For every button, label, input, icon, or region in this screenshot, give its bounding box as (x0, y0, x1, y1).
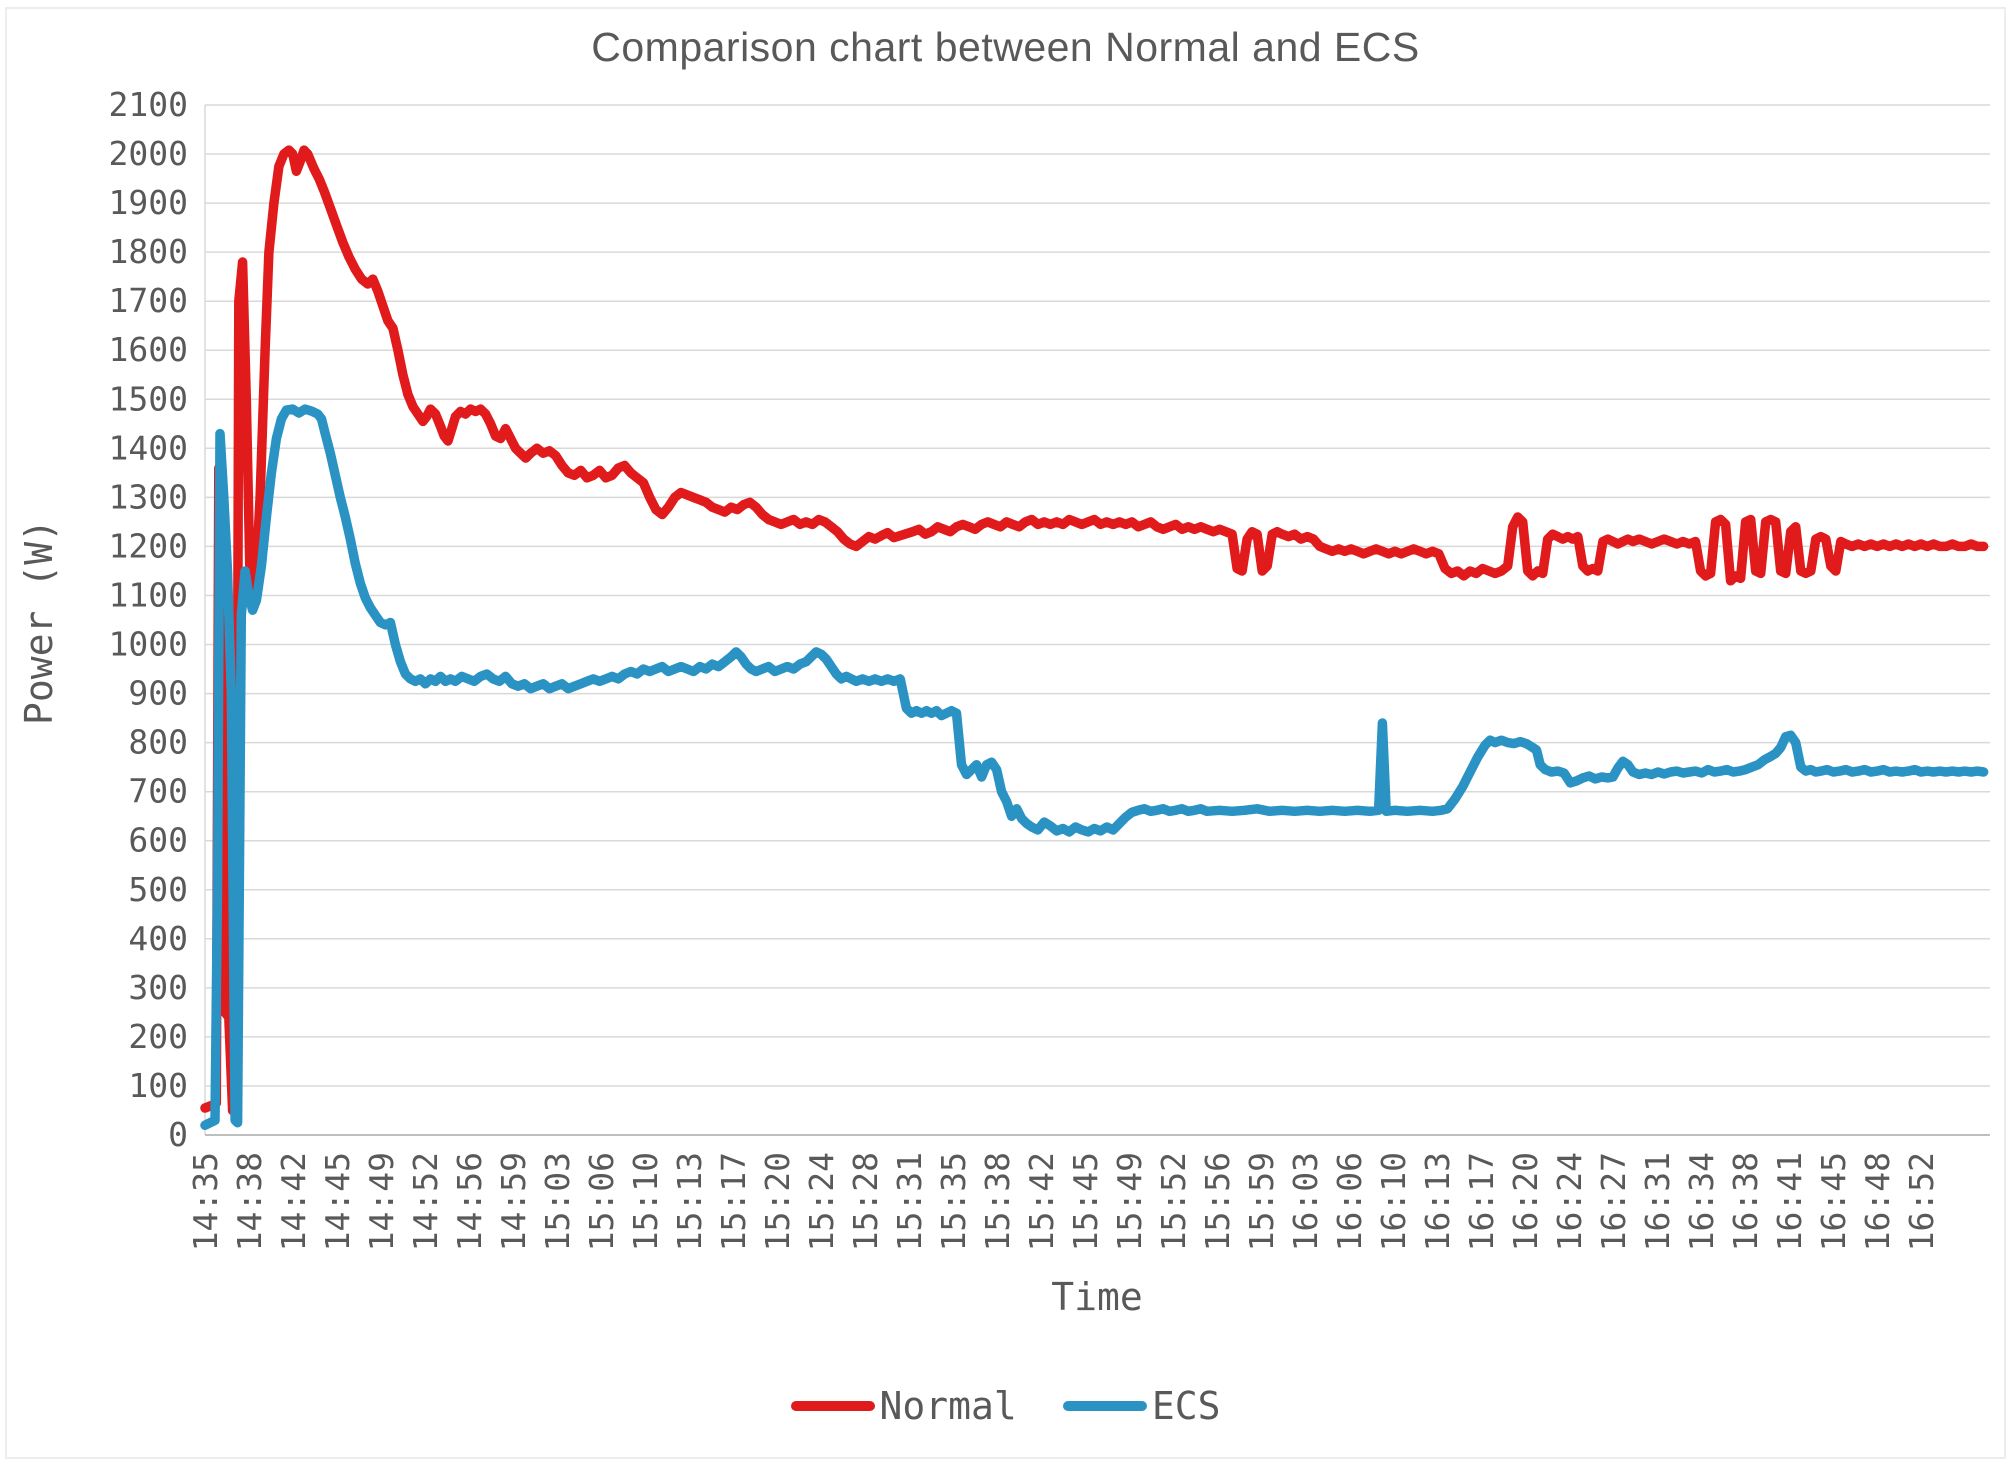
y-tick-label: 0 (168, 1115, 188, 1154)
y-tick-label: 800 (128, 723, 188, 762)
y-tick-label: 100 (128, 1066, 188, 1105)
legend-item-normal: Normal (790, 1384, 1017, 1428)
x-tick-label: 14:35 (186, 1152, 225, 1251)
y-tick-label: 1300 (109, 477, 188, 516)
x-tick-label: 15:52 (1154, 1152, 1193, 1251)
chart-border (5, 7, 2006, 1459)
x-tick-label: 16:24 (1550, 1152, 1589, 1251)
y-tick-label: 1200 (109, 526, 188, 565)
x-tick-label: 15:10 (626, 1152, 665, 1251)
x-tick-label: 16:38 (1726, 1152, 1765, 1251)
x-tick-label: 15:49 (1110, 1152, 1149, 1251)
x-tick-label: 16:31 (1638, 1152, 1677, 1251)
y-tick-label: 1400 (109, 428, 188, 467)
legend-label-ecs: ECS (1151, 1384, 1221, 1428)
legend-item-ecs: ECS (1062, 1384, 1221, 1428)
y-tick-label: 200 (128, 1017, 188, 1056)
x-tick-label: 16:17 (1462, 1152, 1501, 1251)
axes-group (204, 105, 1990, 1136)
x-tick-label: 16:20 (1506, 1152, 1545, 1251)
x-tick-label: 15:28 (846, 1152, 885, 1251)
legend-label-normal: Normal (879, 1384, 1017, 1428)
x-tick-label: 16:45 (1814, 1152, 1853, 1251)
x-tick-label: 15:56 (1198, 1152, 1237, 1251)
y-tick-label: 2000 (109, 134, 188, 173)
y-tick-label: 1800 (109, 232, 188, 271)
x-tick-labels-group: 14:35 14:38 14:42 14:45 14:49 14:52 14:56 14:59… (186, 1152, 1941, 1251)
y-axis-title: Power (W) (17, 519, 61, 725)
x-tick-label: 15:42 (1022, 1152, 1061, 1251)
x-tick-label: 15:35 (934, 1152, 973, 1251)
x-tick-label: 15:38 (978, 1152, 1017, 1251)
y-tick-label: 600 (128, 821, 188, 860)
y-tick-label: 2100 (109, 85, 188, 124)
x-tick-label: 15:20 (758, 1152, 797, 1251)
y-tick-label: 500 (128, 870, 188, 909)
y-tick-label: 400 (128, 919, 188, 958)
x-tick-label: 15:06 (582, 1152, 621, 1251)
y-tick-label: 700 (128, 772, 188, 811)
x-tick-label: 16:10 (1374, 1152, 1413, 1251)
x-tick-label: 14:42 (274, 1152, 313, 1251)
x-tick-label: 16:13 (1418, 1152, 1457, 1251)
x-axis-title: Time (1051, 1275, 1143, 1319)
x-tick-label: 15:17 (714, 1152, 753, 1251)
y-tick-labels-group: 0 100 200 300 400 500 600 700 800 900 1000 1100 1200… (109, 85, 188, 1154)
y-tick-label: 1500 (109, 379, 188, 418)
y-tick-label: 900 (128, 674, 188, 713)
x-tick-label: 16:48 (1858, 1152, 1897, 1251)
x-tick-label: 14:45 (318, 1152, 357, 1251)
x-tick-label: 15:13 (670, 1152, 709, 1251)
series-line-normal (200, 145, 1989, 1118)
x-tick-label: 16:34 (1682, 1152, 1721, 1251)
x-tick-label: 16:52 (1902, 1152, 1941, 1251)
y-tick-label: 1700 (109, 281, 188, 320)
legend: Normal ECS (0, 1384, 2011, 1428)
gridlines-group (205, 104, 1990, 1136)
y-tick-label: 1100 (109, 576, 188, 615)
x-tick-label: 14:38 (230, 1152, 269, 1251)
chart-title: Comparison chart between Normal and ECS (591, 24, 1420, 70)
x-tick-label: 14:59 (494, 1152, 533, 1251)
x-tick-label: 14:56 (450, 1152, 489, 1251)
x-tick-label: 15:24 (802, 1152, 841, 1251)
y-tick-label: 300 (128, 968, 188, 1007)
x-tick-label: 15:59 (1242, 1152, 1281, 1251)
y-tick-label: 1000 (109, 625, 188, 664)
x-tick-label: 16:27 (1594, 1152, 1633, 1251)
x-tick-label: 15:45 (1066, 1152, 1105, 1251)
x-tick-label: 15:31 (890, 1152, 929, 1251)
x-tick-label: 16:06 (1330, 1152, 1369, 1251)
legend-swatch-normal (790, 1401, 875, 1411)
x-tick-label: 14:52 (406, 1152, 445, 1251)
series-line-ecs (200, 404, 1989, 1130)
x-tick-label: 15:03 (538, 1152, 577, 1251)
x-tick-label: 14:49 (362, 1152, 401, 1251)
series-lines-group (200, 145, 1989, 1130)
legend-swatch-ecs (1062, 1401, 1147, 1411)
x-tick-label: 16:03 (1286, 1152, 1325, 1251)
x-tick-label: 16:41 (1770, 1152, 1809, 1251)
y-tick-label: 1600 (109, 330, 188, 369)
y-tick-label: 1900 (109, 183, 188, 222)
